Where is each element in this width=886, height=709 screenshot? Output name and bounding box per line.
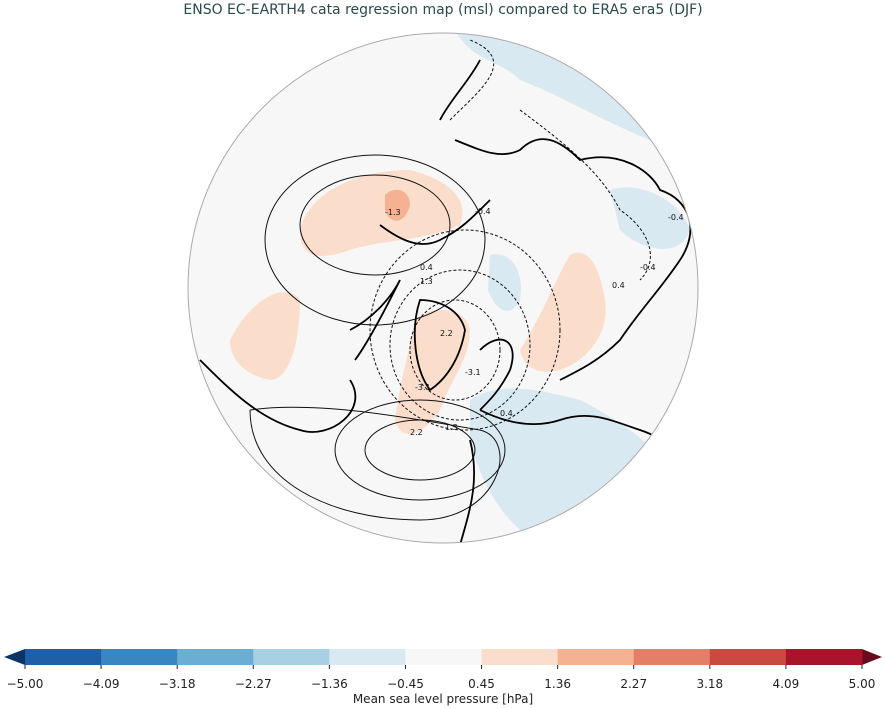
colorbar-tick-label: −4.09 bbox=[83, 677, 120, 691]
colorbar-tick-label: −1.36 bbox=[311, 677, 348, 691]
colorbar-bin bbox=[785, 649, 863, 665]
contour-label: 0.4 bbox=[612, 281, 625, 290]
contour-label: -0.4 bbox=[668, 213, 684, 222]
colorbar-bin bbox=[177, 649, 254, 665]
colorbar-tick-label: 4.09 bbox=[773, 677, 800, 691]
colorbar-tick-label: −2.27 bbox=[235, 677, 272, 691]
contour-label: -1.3 bbox=[385, 208, 401, 217]
colorbar-bin bbox=[253, 649, 330, 665]
colorbar-bin bbox=[633, 649, 711, 665]
contour-labels: 0.4 1.3 2.2 -3.1 -3.1 2.2 1.3 0.4 -1.3 -… bbox=[385, 207, 684, 437]
positive-contour bbox=[264, 154, 486, 326]
negative-anomaly-region bbox=[488, 254, 521, 311]
colorbar-tick-label: 1.36 bbox=[544, 677, 571, 691]
positive-anomaly-region bbox=[300, 170, 463, 256]
negative-contour bbox=[389, 269, 531, 421]
colorbar-bin bbox=[557, 649, 635, 665]
negative-contour bbox=[449, 39, 651, 281]
colorbar-over-arrow bbox=[862, 649, 882, 665]
contour-label: 1.3 bbox=[445, 423, 458, 432]
positive-contour bbox=[334, 399, 506, 501]
negative-contour bbox=[369, 229, 561, 431]
positive-contour bbox=[299, 174, 451, 276]
colorbar-bin bbox=[101, 649, 178, 665]
polar-map: 0.4 1.3 2.2 -3.1 -3.1 2.2 1.3 0.4 -1.3 -… bbox=[187, 32, 699, 544]
colorbar-tick-label: 2.27 bbox=[620, 677, 647, 691]
contour-label: 2.2 bbox=[410, 428, 423, 437]
colorbar-tick-label: 3.18 bbox=[696, 677, 723, 691]
colorbar-bin bbox=[25, 649, 102, 665]
positive-anomaly-region bbox=[520, 252, 606, 372]
contour-label: 0.4 bbox=[420, 263, 433, 272]
contour-label: -0.4 bbox=[640, 263, 656, 272]
colorbar-tick-label: 0.45 bbox=[468, 677, 495, 691]
colorbar-tick-label: −0.45 bbox=[387, 677, 424, 691]
negative-contour bbox=[409, 299, 501, 401]
colorbar-bin bbox=[481, 649, 559, 665]
chart-title: ENSO EC-EARTH4 cata regression map (msl)… bbox=[183, 2, 703, 18]
contour-label: 1.3 bbox=[420, 277, 433, 286]
positive-anomaly-region bbox=[230, 292, 300, 380]
positive-anomaly-region bbox=[385, 189, 410, 221]
map-boundary bbox=[187, 32, 699, 544]
negative-anomaly-region bbox=[610, 187, 690, 249]
colorbar-bin bbox=[709, 649, 787, 665]
colorbar-bin bbox=[329, 649, 406, 665]
positive-contour bbox=[249, 406, 501, 521]
colorbar-label: Mean sea level pressure [hPa] bbox=[352, 692, 534, 706]
colorbar-under-arrow bbox=[4, 649, 25, 665]
coastlines bbox=[199, 59, 698, 543]
colorbar-tick-label: −3.18 bbox=[159, 677, 196, 691]
colorbar: −5.00 −4.09 −3.18 −2.27 −1.36 −0.45 0.45 1.36 2.… bbox=[4, 649, 882, 691]
contour-layer bbox=[249, 39, 651, 521]
colorbar-tick-label: −5.00 bbox=[7, 677, 44, 691]
contour-label: -3.1 bbox=[415, 383, 431, 392]
colorbar-tick-label: 5.00 bbox=[849, 677, 876, 691]
contour-label: -3.1 bbox=[465, 368, 481, 377]
colorbar-bin bbox=[405, 649, 483, 665]
contour-label: 0.4 bbox=[500, 409, 513, 418]
contour-label: 2.2 bbox=[440, 329, 453, 338]
contour-label: -0.4 bbox=[475, 207, 491, 216]
positive-anomaly-region bbox=[395, 309, 470, 434]
